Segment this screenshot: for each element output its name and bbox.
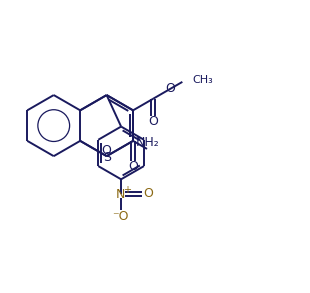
Text: ⁻O: ⁻O — [112, 210, 129, 223]
Text: N: N — [116, 188, 125, 201]
Text: O: O — [148, 115, 158, 128]
Text: O: O — [165, 82, 175, 95]
Text: NH₂: NH₂ — [136, 136, 160, 149]
Text: CH₃: CH₃ — [192, 75, 213, 85]
Text: O: O — [143, 187, 153, 200]
Text: O: O — [128, 160, 138, 173]
Text: +: + — [123, 185, 131, 195]
Text: O: O — [101, 144, 111, 157]
Text: S: S — [103, 151, 111, 164]
